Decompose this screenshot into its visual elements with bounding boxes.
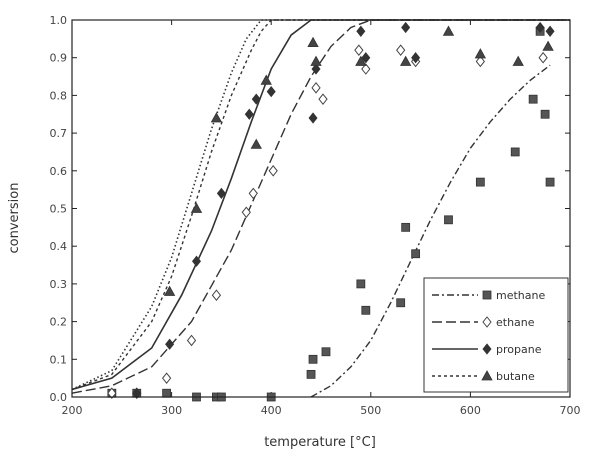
- y-axis-title: conversion: [7, 183, 22, 254]
- ethane-point: [107, 387, 117, 400]
- legend-methane-label: methane: [496, 289, 545, 302]
- propane-point: [311, 63, 321, 75]
- propane-point: [244, 108, 254, 120]
- x-axis-title: temperature [°C]: [264, 435, 376, 450]
- ethane-point: [475, 55, 486, 68]
- ethane-point: [538, 51, 548, 64]
- y-tick-label: 0.9: [50, 52, 68, 65]
- ethane-point: [186, 334, 197, 347]
- legend-methane-marker: [482, 290, 492, 300]
- butane-point: [260, 74, 272, 85]
- methane-point: [444, 215, 453, 225]
- methane-point: [361, 305, 371, 315]
- methane-point: [396, 298, 406, 308]
- y-tick-label: 0.0: [50, 391, 68, 404]
- butane-point: [355, 55, 367, 66]
- butane-point: [512, 55, 524, 66]
- butane-point: [474, 48, 487, 59]
- propane-point: [411, 52, 421, 64]
- ethane-point: [311, 82, 321, 94]
- ethane-point: [361, 63, 371, 75]
- x-tick-label: 500: [360, 404, 381, 417]
- butane-point: [163, 285, 176, 296]
- butane-point: [307, 36, 319, 48]
- legend-propane-marker: [482, 343, 492, 355]
- y-tick-label: 0.7: [50, 127, 68, 140]
- ethane-point: [211, 289, 222, 302]
- butane-point: [250, 138, 262, 149]
- ethane-point: [161, 372, 172, 384]
- plot-frame: [71, 19, 571, 398]
- methane-point: [475, 177, 485, 187]
- x-tick-label: 700: [560, 404, 581, 417]
- propane-point: [308, 112, 318, 124]
- propane-point: [216, 187, 226, 200]
- ethane-point: [268, 164, 278, 177]
- propane-point: [356, 25, 366, 37]
- y-tick-label: 1.0: [50, 14, 68, 27]
- propane-point: [545, 25, 555, 37]
- methane-point: [528, 94, 538, 104]
- ethane-point: [241, 206, 251, 219]
- y-tick-label: 0.6: [50, 165, 68, 178]
- propane-point: [191, 255, 202, 267]
- propane-point: [401, 21, 411, 34]
- butane-fit-line: [71, 19, 570, 391]
- butane-point: [210, 112, 223, 123]
- propane-fit-line: [71, 19, 570, 391]
- methane-point: [545, 177, 555, 187]
- propane-point: [251, 93, 261, 105]
- legend-ethane-label: ethane: [496, 316, 535, 329]
- x-tick-label: 300: [161, 404, 182, 417]
- methane-point: [306, 369, 316, 379]
- y-axis-ticks: 0.0 0.1 0.2 0.3 0.4 0.5 0.6 0.7 0.8 0.9 1.0: [50, 14, 570, 404]
- x-tick-label: 200: [62, 404, 83, 417]
- y-tick-label: 0.8: [50, 89, 68, 102]
- ethane-point: [354, 44, 364, 56]
- propane-point: [165, 338, 175, 350]
- y-tick-label: 0.5: [50, 203, 68, 216]
- fit-curves: [71, 19, 570, 398]
- propane-point: [535, 21, 545, 34]
- methane-fit-line: [310, 64, 551, 398]
- butane-point: [542, 40, 554, 51]
- y-tick-label: 0.3: [50, 278, 68, 291]
- methane-point: [321, 347, 331, 357]
- ethane-fit-line: [71, 19, 570, 394]
- y-tick-label: 0.4: [50, 240, 68, 253]
- extra-fit-line: [71, 19, 570, 391]
- ethane-point: [248, 187, 258, 200]
- methane-point: [162, 388, 172, 398]
- legend: methane ethane propane butane: [423, 277, 569, 393]
- legend-propane-label: propane: [496, 343, 542, 356]
- methane-point: [308, 354, 318, 364]
- propane-point: [361, 52, 371, 64]
- y-tick-label: 0.1: [50, 353, 68, 366]
- methane-point: [356, 279, 366, 289]
- methane-point: [411, 249, 421, 259]
- methane-point: [540, 109, 550, 119]
- legend-box: [423, 277, 569, 393]
- propane-point: [132, 387, 142, 399]
- legend-butane-label: butane: [496, 370, 535, 383]
- butane-point: [190, 202, 203, 213]
- butane-point: [399, 55, 412, 66]
- methane-point: [510, 147, 520, 157]
- ethane-point: [318, 93, 328, 105]
- methane-point: [401, 222, 411, 232]
- legend-ethane-marker: [482, 316, 492, 328]
- y-tick-label: 0.2: [50, 316, 68, 329]
- x-tick-label: 400: [261, 404, 282, 417]
- butane-point: [442, 25, 455, 36]
- butane-point: [310, 55, 322, 66]
- ethane-point: [396, 44, 406, 56]
- propane-point: [266, 85, 276, 98]
- x-tick-label: 600: [460, 404, 481, 417]
- legend-butane-marker: [481, 370, 493, 381]
